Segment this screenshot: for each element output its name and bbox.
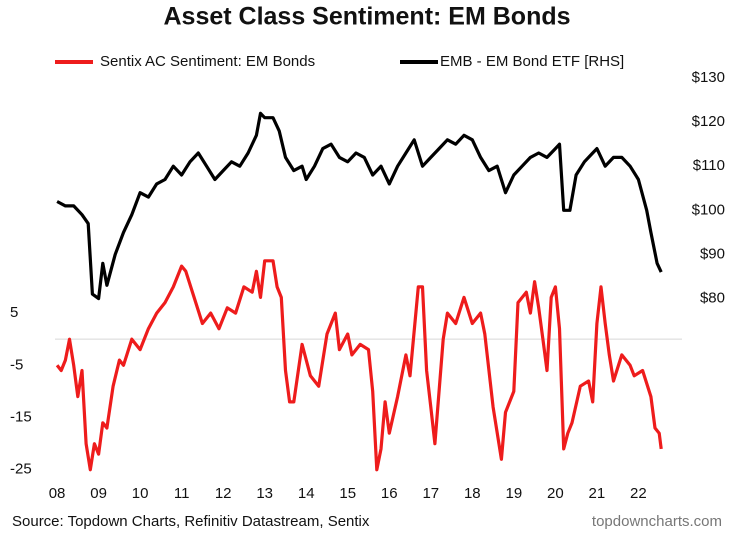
x-tick-label: 21 [589, 485, 606, 502]
x-tick-label: 22 [630, 485, 647, 502]
y2-tick-label: $130 [692, 69, 725, 86]
y-tick-label: 5 [10, 304, 18, 321]
x-tick-label: 14 [298, 485, 315, 502]
x-tick-label: 17 [422, 485, 439, 502]
y2-tick-label: $100 [692, 201, 725, 218]
y2-tick-label: $90 [700, 245, 725, 262]
series-line [56, 111, 663, 301]
x-tick-label: 12 [215, 485, 232, 502]
y-tick-label: -5 [10, 356, 23, 373]
y2-tick-label: $110 [693, 157, 725, 174]
x-tick-label: 11 [174, 485, 190, 502]
x-tick-label: 08 [49, 485, 66, 502]
series-line [55, 259, 663, 472]
x-tick-label: 20 [547, 485, 564, 502]
y2-tick-label: $120 [692, 113, 725, 130]
y2-tick-label: $80 [700, 290, 725, 307]
y-tick-label: -25 [10, 461, 32, 478]
chart-title: Asset Class Sentiment: EM Bonds [163, 3, 570, 31]
watermark: topdowncharts.com [592, 513, 722, 530]
x-tick-label: 09 [90, 485, 107, 502]
legend-label: EMB - EM Bond ETF [RHS] [440, 53, 624, 70]
y-tick-label: -15 [10, 409, 32, 426]
source-note: Source: Topdown Charts, Refinitiv Datast… [12, 513, 370, 530]
x-tick-label: 18 [464, 485, 481, 502]
x-tick-label: 15 [339, 485, 356, 502]
x-tick-label: 19 [505, 485, 522, 502]
x-tick-label: 13 [256, 485, 273, 502]
legend-label: Sentix AC Sentiment: EM Bonds [100, 53, 315, 70]
x-tick-label: 16 [381, 485, 398, 502]
x-tick-label: 10 [132, 485, 149, 502]
